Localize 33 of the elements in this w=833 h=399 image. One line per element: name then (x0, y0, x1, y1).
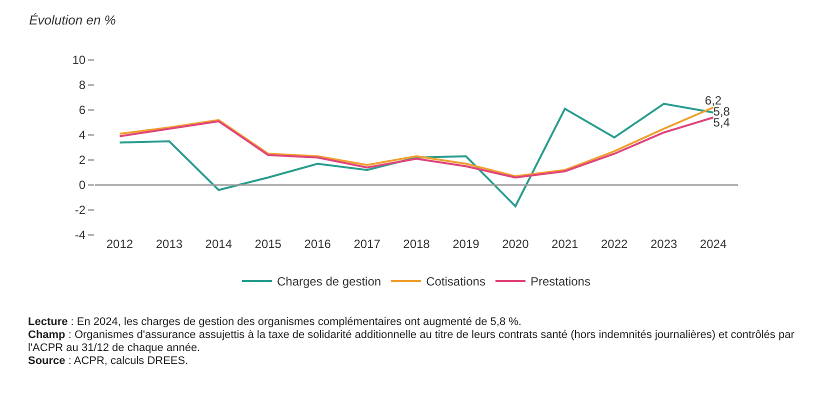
x-tick-label: 2017 (354, 237, 381, 251)
line-series (118, 106, 714, 178)
y-tick-label: 2 (78, 153, 86, 168)
y-tick-label: 6 (78, 103, 86, 118)
x-tick-label: 2016 (304, 237, 332, 251)
x-tick-label: 2023 (650, 237, 678, 251)
y-tick-label: 0 (78, 178, 86, 192)
x-tick-label: 2014 (205, 237, 232, 251)
data-label: 5,4 (713, 116, 730, 130)
legend-label: Prestations (530, 274, 590, 289)
y-tick-label: 8 (78, 78, 86, 92)
legend-label: Charges de gestion (277, 274, 382, 289)
chart-title: Évolution en % (29, 12, 116, 28)
data-label: 6,2 (704, 94, 722, 108)
legend-label: Cotisations (426, 274, 486, 289)
x-tick-label: 2021 (552, 237, 579, 251)
x-tick-label: 2018 (403, 237, 430, 251)
data-label: 5,8 (713, 104, 730, 118)
text: Champ : Organismes d'assurance assujettis à la taxe de solidarité additionnelle au titre de leurs contrats santé (hors indemnités journalières) et contrôlés par l'ACPR au 31/12 de chaque année. (28, 329, 794, 354)
y-tick-label: 4 (78, 128, 86, 142)
x-tick-label: 2022 (601, 237, 628, 251)
line-series (118, 116, 714, 178)
x-tick-label: 2015 (254, 237, 282, 251)
y-tick-label: -2 (74, 203, 86, 218)
x-tick-label: 2013 (156, 237, 183, 251)
x-tick-label: 2012 (106, 237, 134, 251)
x-tick-label: 2024 (700, 237, 727, 251)
text: Lecture : En 2024, les charges de gestion des organismes complémentaires ont augmenté de 5,8 %. (28, 316, 522, 328)
x-tick-label: 2020 (502, 237, 530, 251)
y-tick-label: -4 (74, 228, 86, 242)
source-note: Source : ACPR, calculs DREES. (28, 355, 188, 367)
x-tick-label: 2019 (452, 237, 480, 251)
y-tick-label: 10 (72, 53, 86, 68)
